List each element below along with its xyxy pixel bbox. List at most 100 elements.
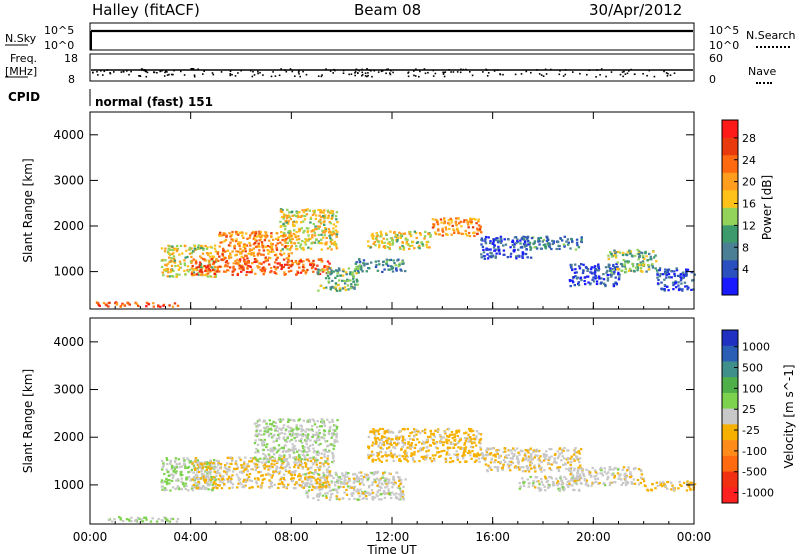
echo-cell: [346, 279, 349, 282]
echo-cell: [346, 284, 350, 287]
echo-cell: [391, 454, 394, 457]
echo-cell: [253, 442, 257, 445]
echo-cell: [291, 443, 294, 446]
echo-cell: [388, 268, 391, 271]
echo-cell: [315, 495, 319, 498]
echo-cell: [224, 261, 228, 264]
echo-cell: [520, 449, 523, 452]
echo-cell: [214, 265, 217, 269]
echo-cell: [368, 456, 371, 459]
echo-cell: [494, 256, 497, 259]
echo-cell: [484, 457, 487, 460]
echo-cell: [214, 260, 218, 263]
echo-cell: [190, 468, 194, 471]
echo-cell: [292, 448, 296, 451]
echo-cell: [577, 458, 581, 461]
echo-cell: [328, 429, 331, 432]
echo-cell: [298, 229, 302, 232]
echo-cell: [283, 245, 287, 248]
nave-point: [231, 73, 233, 76]
echo-cell: [459, 446, 463, 449]
echo-cell: [648, 252, 651, 255]
echo-cell: [250, 268, 254, 271]
echo-cell: [182, 483, 185, 486]
echo-cell: [260, 241, 264, 244]
nave-point: [366, 68, 368, 70]
colorbar-tick-label: 1000: [742, 341, 770, 354]
echo-cell: [197, 477, 200, 480]
echo-cell: [168, 304, 171, 307]
echo-cell: [644, 252, 647, 255]
echo-cell: [295, 221, 298, 224]
echo-cell: [497, 245, 500, 248]
echo-cell: [347, 480, 350, 483]
echo-cell: [328, 421, 331, 424]
echo-cell: [282, 477, 286, 480]
echo-cell: [311, 488, 314, 491]
nave-point: [371, 75, 373, 78]
echo-cell: [318, 488, 321, 492]
echo-cell: [471, 446, 475, 449]
echo-cell: [395, 471, 398, 474]
echo-cell: [296, 271, 300, 274]
echo-cell: [247, 252, 250, 255]
echo-cell: [497, 247, 500, 250]
echo-cell: [402, 246, 406, 249]
echo-cell: [405, 454, 408, 457]
colorbar-frame: [721, 329, 739, 504]
echo-cell: [286, 463, 289, 466]
echo-cell: [174, 457, 178, 460]
nave-point: [520, 73, 523, 75]
echo-cell: [260, 443, 264, 446]
echo-cell: [239, 241, 243, 244]
echo-cell: [274, 268, 278, 271]
echo-cell: [618, 474, 621, 478]
echo-cell: [202, 464, 205, 467]
echo-cell: [522, 466, 525, 469]
echo-cell: [336, 220, 339, 224]
echo-cell: [509, 246, 512, 249]
echo-cell: [535, 247, 539, 250]
echo-cell: [274, 427, 277, 431]
echo-cell: [616, 261, 619, 264]
echo-cell: [316, 482, 319, 485]
nsearch-tick-top: 10^5: [709, 24, 740, 37]
echo-cell: [190, 252, 193, 255]
echo-cell: [313, 212, 316, 215]
echo-cell: [276, 460, 279, 463]
echo-cell: [240, 255, 243, 258]
echo-cell: [273, 446, 276, 449]
echo-cell: [249, 265, 252, 269]
echo-cell: [624, 482, 628, 485]
echo-cell: [201, 273, 204, 276]
echo-cell: [478, 228, 482, 231]
echo-cell: [545, 239, 549, 242]
echo-cell: [186, 477, 189, 480]
echo-cell: [122, 303, 125, 306]
echo-cell: [305, 428, 309, 431]
echo-cell: [328, 234, 331, 237]
echo-cell: [382, 492, 386, 495]
echo-cell: [242, 268, 245, 271]
nave-point: [294, 75, 296, 77]
echo-cell: [318, 225, 321, 228]
nave-point: [407, 75, 410, 78]
nave-point: [140, 69, 143, 71]
echo-cell: [169, 268, 173, 271]
echo-cell: [324, 450, 327, 453]
echo-cell: [509, 463, 513, 466]
echo-cell: [662, 481, 665, 484]
echo-cell: [375, 493, 378, 496]
echo-cell: [613, 254, 616, 257]
echo-cell: [434, 232, 438, 236]
echo-cell: [473, 460, 477, 463]
echo-cell: [510, 452, 514, 455]
echo-cell: [379, 450, 382, 453]
echo-cell: [511, 457, 514, 460]
echo-cell: [327, 277, 331, 280]
echo-cell: [303, 461, 307, 465]
echo-cell: [452, 446, 455, 449]
echo-cell: [294, 260, 297, 264]
echo-cell: [246, 260, 249, 263]
echo-cell: [253, 254, 256, 257]
